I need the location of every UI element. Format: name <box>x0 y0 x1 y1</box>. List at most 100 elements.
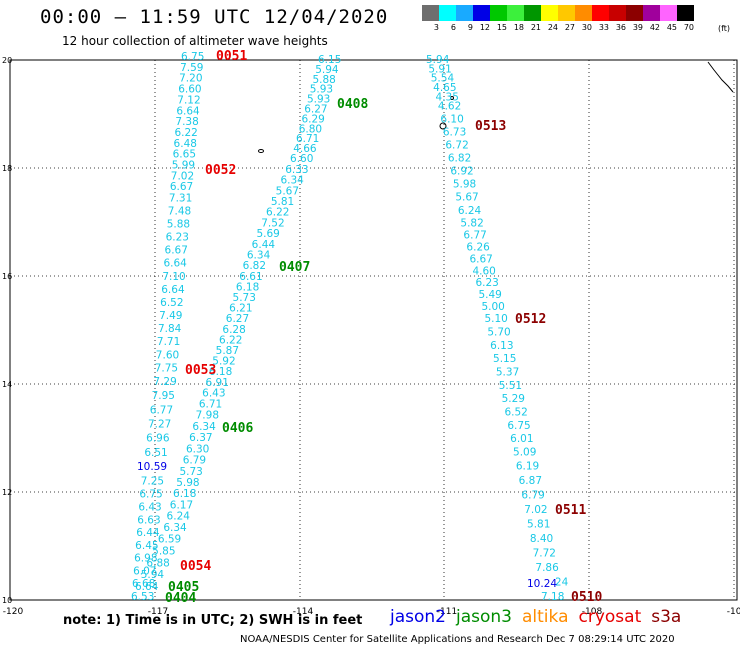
wave-height-value: 6.60 <box>290 153 313 165</box>
y-tick-label: 18 <box>2 164 12 173</box>
pass-label: 0406 <box>222 421 253 436</box>
wave-height-value: 5.15 <box>493 353 516 365</box>
pass-label: 0051 <box>216 49 247 64</box>
wave-height-value: 5.00 <box>481 301 504 313</box>
wave-height-value: 5.82 <box>460 218 483 230</box>
legend-swatch <box>626 5 643 21</box>
wave-height-value: 6.22 <box>219 334 242 346</box>
legend-label: 3 <box>433 23 439 32</box>
wave-height-value: 6.75 <box>507 420 530 432</box>
legend-swatch <box>439 5 456 21</box>
wave-height-value: 6.18 <box>236 281 259 293</box>
footer-note: note: 1) Time is in UTC; 2) SWH is in fe… <box>63 613 363 628</box>
island <box>450 96 454 100</box>
wave-height-value: 5.85 <box>152 545 175 557</box>
wave-height-value-high: 10.24 <box>527 578 557 590</box>
pass-label: 0053 <box>185 363 216 378</box>
legend-swatch <box>643 5 660 21</box>
wave-height-value: 7.49 <box>159 310 182 322</box>
wave-height-value: 5.93 <box>310 84 333 96</box>
wave-height-value: 7.02 <box>524 504 547 516</box>
wave-height-value: 6.79 <box>183 455 206 467</box>
wave-height-value: 5.93 <box>307 94 330 106</box>
x-tick-label: -114 <box>293 607 314 617</box>
wave-height-value: 7.75 <box>155 362 178 374</box>
wave-height-value: 6.24 <box>458 205 482 217</box>
pass-label: 0512 <box>515 312 546 327</box>
legend-swatch <box>660 5 677 21</box>
wave-height-value: 6.67 <box>170 181 193 193</box>
legend-label: 30 <box>581 23 592 32</box>
wave-height-value: 7.27 <box>148 418 171 430</box>
wave-height-value: 6.34 <box>247 250 271 262</box>
wave-height-value: 6.64 <box>176 105 200 117</box>
wave-height-value: 6.68 <box>132 578 155 590</box>
legend-label: 9 <box>467 23 473 32</box>
wave-height-value: 5.88 <box>312 74 335 86</box>
pass-label: 0404 <box>165 591 196 606</box>
wave-height-value: 7.59 <box>180 62 203 74</box>
legend-swatch <box>490 5 507 21</box>
legend-label: 33 <box>598 23 609 32</box>
wave-height-value: 7.98 <box>196 410 219 422</box>
wave-height-value: 5.73 <box>233 292 256 304</box>
x-tick-label: -105 <box>727 607 740 617</box>
legend-swatch <box>677 5 694 21</box>
wave-height-value: 6.48 <box>174 138 197 150</box>
legend-labels: 3 6 9 12 15 18 21 24 27 30 33 36 39 42 45 70 <box>422 23 694 32</box>
wave-height-value: 6.34 <box>192 421 216 433</box>
wave-height-value: 6.18 <box>209 366 232 378</box>
wave-height-value: 4.60 <box>472 265 495 277</box>
wave-height-value: 7.72 <box>533 548 556 560</box>
satellite-name: altika <box>522 607 569 627</box>
wave-height-value: 6.59 <box>158 534 181 546</box>
wave-height-value: 4.65 <box>433 82 456 94</box>
satellite-name: jason3 <box>456 607 512 627</box>
wave-height-value: 6.26 <box>466 241 490 253</box>
legend-label: 15 <box>496 23 507 32</box>
legend-swatch <box>575 5 592 21</box>
legend-swatch <box>507 5 524 21</box>
wave-height-value: 7.02 <box>171 170 194 182</box>
wave-height-value: 6.44 <box>252 239 276 251</box>
wave-height-value: 6.67 <box>165 245 188 257</box>
wave-height-value: 6.60 <box>178 84 201 96</box>
satellite-legend: jason2 jason3 altika cryosat s3a <box>390 607 691 627</box>
wave-height-value: 8.40 <box>530 533 553 545</box>
wave-height-value: 5.54 <box>431 73 455 85</box>
pass-label: 0407 <box>279 260 310 275</box>
legend-label: 39 <box>632 23 643 32</box>
pass-label: 0052 <box>205 163 236 178</box>
wave-height-value: 5.29 <box>502 393 525 405</box>
pass-label: 0054 <box>180 559 211 574</box>
wave-height-value: 7.29 <box>153 376 176 388</box>
legend-swatches <box>422 5 694 21</box>
wave-height-value: 7.31 <box>169 192 192 204</box>
highlight-bg <box>526 577 556 589</box>
wave-height-value: 6.88 <box>146 557 169 569</box>
wave-height-value: 6.63 <box>137 514 160 526</box>
legend-label: 27 <box>564 23 575 32</box>
wave-height-value: 6.27 <box>304 103 327 115</box>
credit-line: NOAA/NESDIS Center for Satellite Applica… <box>240 634 675 645</box>
wave-height-value: 6.71 <box>199 398 222 410</box>
wave-height-value: 6.29 <box>301 113 324 125</box>
y-tick-label: 12 <box>2 488 12 497</box>
pass-label: 0405 <box>168 580 199 595</box>
color-scale-legend: 3 6 9 12 15 18 21 24 27 30 33 36 39 42 45 70 <box>422 5 694 32</box>
wave-height-value: 6.44 <box>136 527 160 539</box>
coastline <box>707 61 734 93</box>
island <box>258 149 264 153</box>
wave-height-value: 6.51 <box>144 447 167 459</box>
wave-height-value: 6.22 <box>266 207 289 219</box>
page-title: 00:00 — 11:59 UTC 12/04/2020 <box>40 6 389 28</box>
wave-height-value: 6.61 <box>239 271 262 283</box>
wave-height-value: 6.75 <box>181 51 204 63</box>
wave-height-value: 7.95 <box>152 390 175 402</box>
wave-height-value: 5.73 <box>179 466 202 478</box>
highlight-bg <box>136 460 166 472</box>
wave-height-value: 6.28 <box>222 324 245 336</box>
wave-height-value: 5.94 <box>426 54 450 66</box>
legend-label: 18 <box>513 23 524 32</box>
